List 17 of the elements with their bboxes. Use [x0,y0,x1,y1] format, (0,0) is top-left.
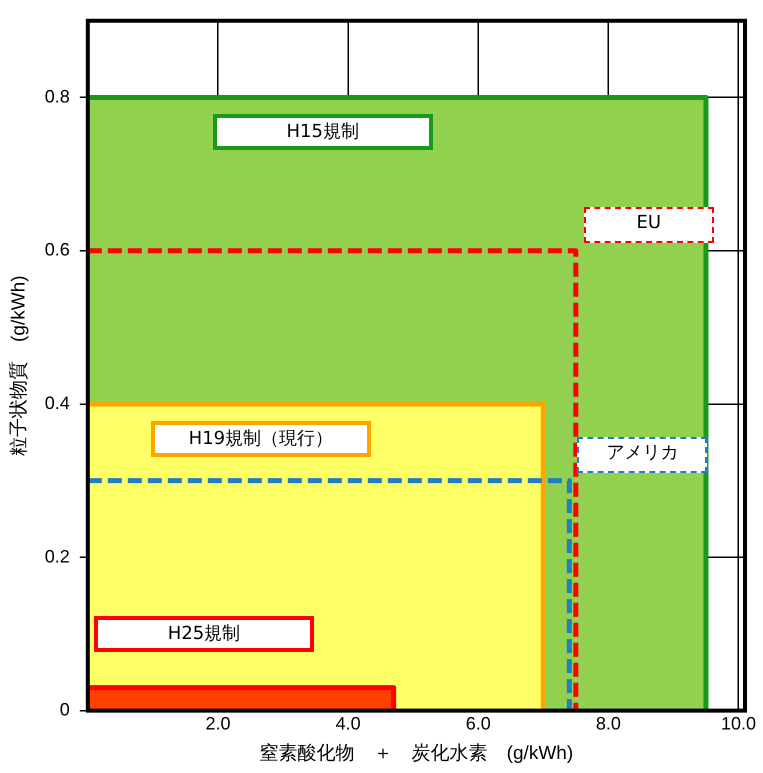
x-axis-title: 窒素酸化物 ＋ 炭化水素 (g/kWh) [260,742,574,764]
x-tick-label: 6.0 [466,713,491,734]
name-tag: H15規制 [212,114,433,150]
y-tick-label: 0 [60,700,70,720]
y-tick-label: 0.4 [44,392,70,413]
name-tag: アメリカ [577,436,708,473]
y-tick-label: 0.2 [44,546,70,566]
y-tick-label: 0.8 [44,86,70,106]
name-tag: EU [584,206,714,243]
x-tick-label: 10.0 [720,713,756,734]
name-tag: H25規制 [94,616,314,652]
x-tick-label: 2.0 [205,713,230,734]
name-tag: H19規制（現行） [150,420,371,456]
y-axis-title: 粒子状物質 (g/kWh) [8,275,30,456]
y-tick-label: 0.6 [44,240,70,260]
x-tick-label: 8.0 [596,713,621,734]
x-tick-label: 4.0 [336,713,361,734]
